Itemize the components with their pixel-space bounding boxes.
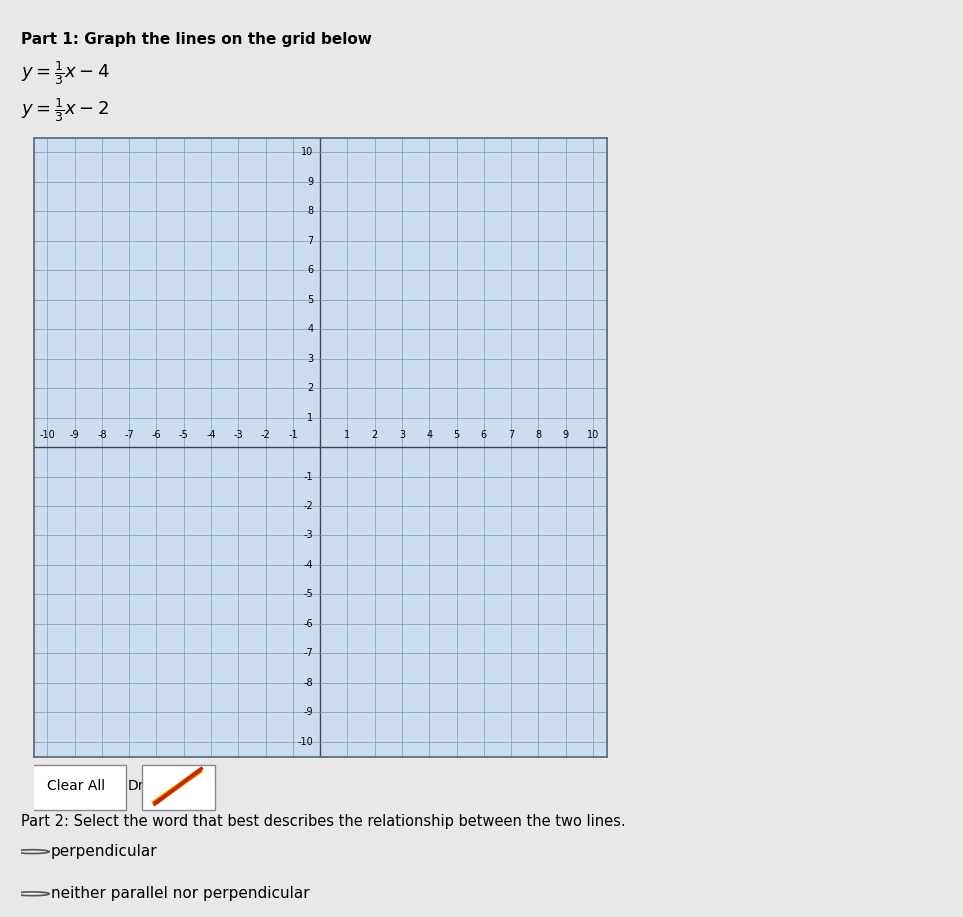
Text: -2: -2 — [303, 501, 313, 511]
Text: -6: -6 — [152, 430, 161, 439]
Text: 9: 9 — [562, 430, 569, 439]
Text: 3: 3 — [399, 430, 405, 439]
Text: 1: 1 — [345, 430, 351, 439]
Text: 4: 4 — [427, 430, 432, 439]
Text: Part 1: Graph the lines on the grid below: Part 1: Graph the lines on the grid belo… — [21, 32, 372, 47]
Text: -5: -5 — [303, 590, 313, 600]
FancyBboxPatch shape — [142, 765, 215, 810]
Text: -8: -8 — [97, 430, 107, 439]
Text: -9: -9 — [303, 707, 313, 717]
Text: -3: -3 — [234, 430, 243, 439]
Text: 9: 9 — [307, 177, 313, 187]
Text: 8: 8 — [535, 430, 541, 439]
Text: 2: 2 — [372, 430, 377, 439]
Text: Draw:: Draw: — [128, 779, 169, 793]
Text: 6: 6 — [481, 430, 487, 439]
Text: 5: 5 — [307, 294, 313, 304]
Text: 10: 10 — [586, 430, 599, 439]
Text: -9: -9 — [70, 430, 79, 439]
Text: -5: -5 — [179, 430, 189, 439]
Text: 5: 5 — [454, 430, 459, 439]
Text: 7: 7 — [508, 430, 514, 439]
Text: 8: 8 — [307, 206, 313, 216]
Text: 3: 3 — [307, 354, 313, 364]
Text: 7: 7 — [307, 236, 313, 246]
Text: 6: 6 — [307, 265, 313, 275]
Text: 4: 4 — [307, 324, 313, 334]
Text: 2: 2 — [307, 383, 313, 393]
Text: -4: -4 — [303, 560, 313, 570]
Text: -7: -7 — [124, 430, 134, 439]
Text: -1: -1 — [288, 430, 298, 439]
Text: -10: -10 — [39, 430, 55, 439]
Text: 1: 1 — [307, 413, 313, 423]
Text: -2: -2 — [261, 430, 271, 439]
Text: -8: -8 — [303, 678, 313, 688]
Text: Clear All: Clear All — [47, 779, 105, 793]
Text: -3: -3 — [303, 530, 313, 540]
Text: neither parallel nor perpendicular: neither parallel nor perpendicular — [51, 887, 310, 901]
FancyBboxPatch shape — [26, 765, 126, 810]
Text: Part 2: Select the word that best describes the relationship between the two lin: Part 2: Select the word that best descri… — [21, 813, 626, 829]
Text: -4: -4 — [206, 430, 216, 439]
Text: perpendicular: perpendicular — [51, 845, 158, 859]
Text: $y = \frac{1}{3}x - 2$: $y = \frac{1}{3}x - 2$ — [21, 96, 109, 124]
Text: 10: 10 — [301, 148, 313, 158]
Text: $y = \frac{1}{3}x - 4$: $y = \frac{1}{3}x - 4$ — [21, 60, 110, 87]
Text: -7: -7 — [303, 648, 313, 658]
Text: -1: -1 — [303, 471, 313, 481]
Text: -10: -10 — [298, 736, 313, 746]
Text: -6: -6 — [303, 619, 313, 629]
